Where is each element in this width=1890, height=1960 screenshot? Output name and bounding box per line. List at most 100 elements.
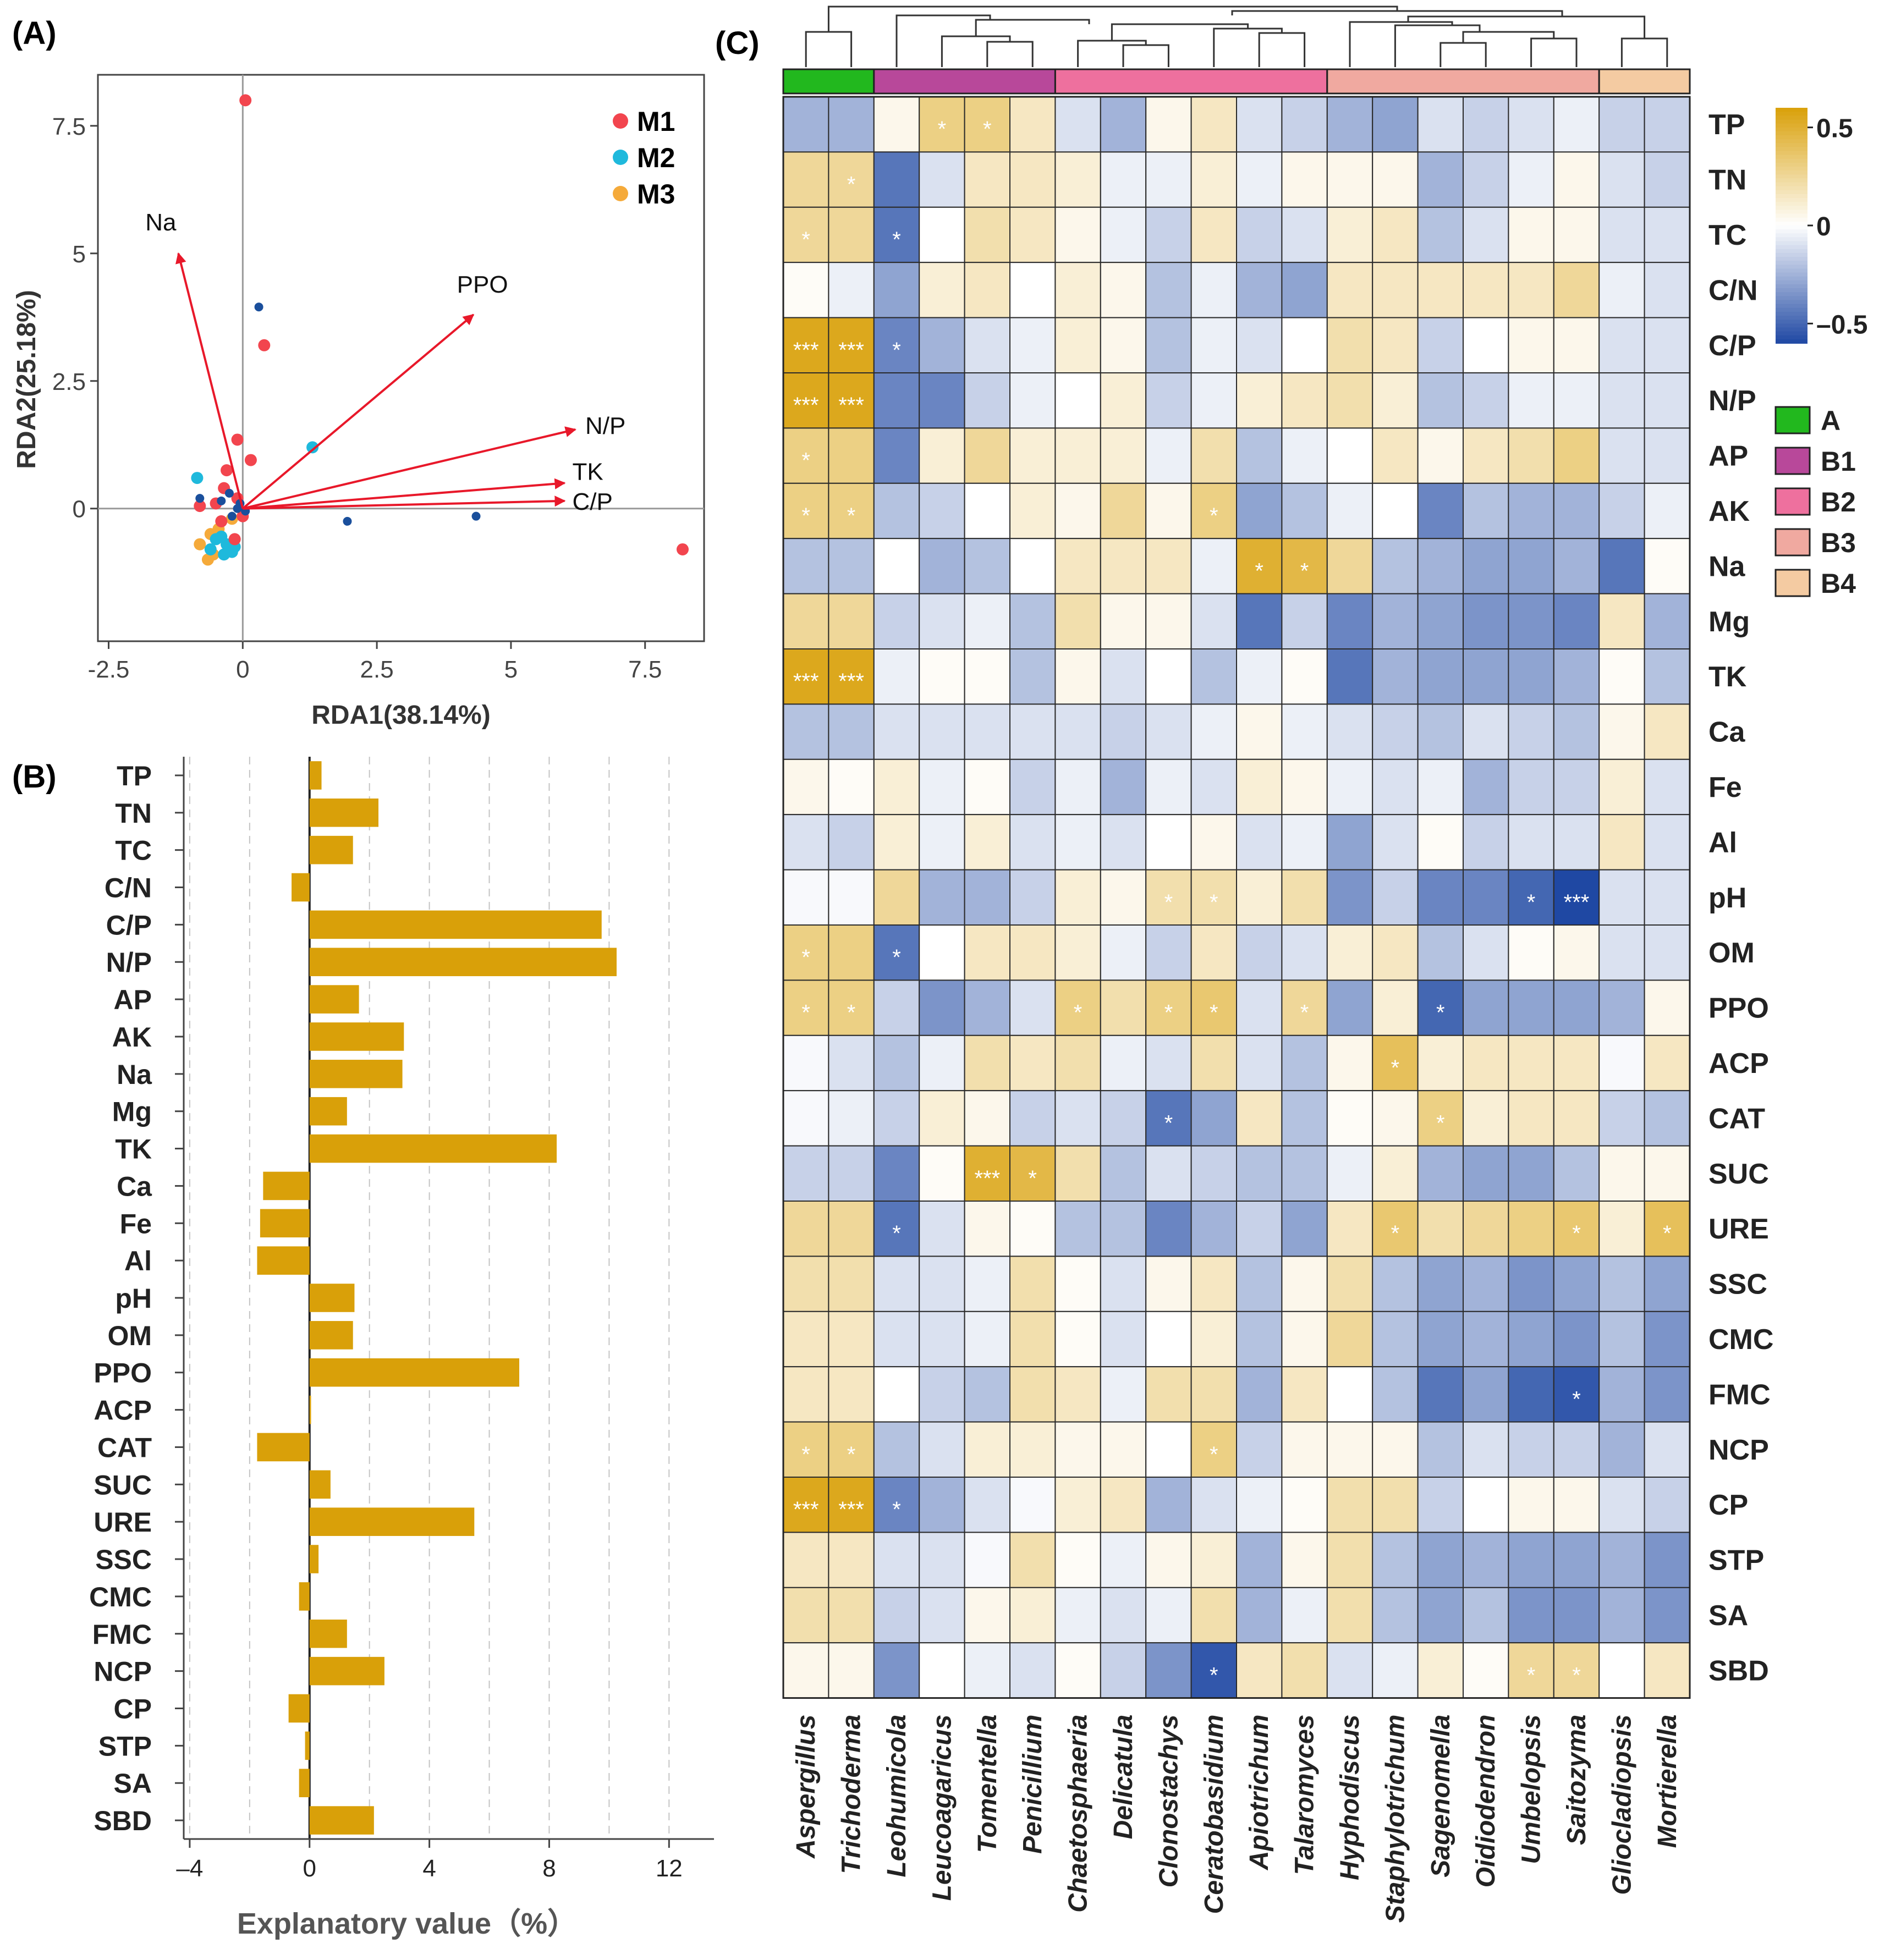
- heatmap-cell: [828, 1090, 875, 1147]
- panel-label-c: (C): [715, 25, 760, 61]
- heatmap-cell: [1417, 1587, 1464, 1644]
- heatmap-cell: [783, 538, 829, 594]
- point-other: [195, 494, 205, 503]
- colorbar-label: 0.5: [1816, 114, 1853, 144]
- heatmap-cell: [1009, 1201, 1056, 1257]
- colorbar-segment: [1776, 174, 1807, 179]
- heatmap-cell: [1054, 1642, 1101, 1699]
- heatmap-cell: [1281, 1642, 1328, 1699]
- significance-mark: ***: [793, 669, 819, 693]
- colorbar-segment: [1776, 241, 1807, 246]
- heatmap-cell: [1236, 814, 1283, 871]
- heatmap-cell: [919, 427, 965, 484]
- heatmap-cell: [1281, 979, 1328, 1036]
- heatmap-cell: [1644, 703, 1691, 760]
- column-label: Chaetosphaeria: [1064, 1715, 1093, 1913]
- heatmap-cell: [1236, 648, 1283, 705]
- category-label: CP: [114, 1693, 152, 1724]
- significance-mark: *: [847, 1443, 856, 1467]
- significance-mark: *: [801, 1001, 810, 1025]
- group-bar-b2: [1054, 68, 1328, 95]
- heatmap-cell: [1598, 648, 1645, 705]
- heatmap-cell: [783, 206, 829, 263]
- heatmap-cell: [1417, 924, 1464, 981]
- category-label: OM: [107, 1320, 152, 1351]
- heatmap-cell: [1326, 1421, 1373, 1478]
- heatmap-cell: [1598, 538, 1645, 594]
- heatmap-cell: [1009, 869, 1056, 926]
- heatmap-cell: [1281, 538, 1328, 594]
- heatmap-cell: [1236, 1421, 1283, 1478]
- heatmap-cell: [1236, 758, 1283, 816]
- heatmap-cell: [1372, 593, 1419, 649]
- heatmap-cell: [873, 1477, 920, 1533]
- heatmap-cell: [1145, 262, 1192, 318]
- heatmap-cell: [783, 317, 829, 373]
- group-bar-b3: [1326, 68, 1600, 95]
- significance-mark: *: [1527, 1663, 1536, 1687]
- dendrogram-branch: [1462, 31, 1555, 43]
- heatmap-cell: [828, 262, 875, 318]
- heatmap-cell: [1281, 1034, 1328, 1092]
- heatmap-cell: [1417, 1034, 1464, 1092]
- heatmap-cell: [1463, 1090, 1509, 1147]
- heatmap-cell: [1417, 758, 1464, 816]
- heatmap-cell: [919, 317, 965, 373]
- heatmap-cell: [783, 262, 829, 318]
- colorbar-segment: [1776, 139, 1807, 144]
- legend-swatch: [1774, 569, 1811, 597]
- heatmap-cell: [1598, 1587, 1645, 1644]
- heatmap-cell: [1190, 1587, 1238, 1644]
- heatmap-cell: [1644, 869, 1691, 926]
- legend-marker: [613, 113, 628, 129]
- legend-label: B1: [1821, 446, 1856, 477]
- heatmap-cell: [1054, 593, 1101, 649]
- heatmap-cell: [919, 1421, 965, 1478]
- heatmap-cell: [1463, 1145, 1509, 1202]
- heatmap-cell: [783, 1532, 829, 1588]
- heatmap-cell: [873, 96, 920, 153]
- significance-mark: ***: [838, 1497, 864, 1522]
- heatmap-cell: [1463, 96, 1509, 153]
- heatmap-cell: [964, 1642, 1010, 1699]
- significance-mark: ***: [793, 1497, 819, 1522]
- heatmap-cell: [873, 206, 920, 263]
- heatmap-cell: [1009, 1421, 1056, 1478]
- heatmap-cell: [1009, 372, 1056, 429]
- legend-label: M3: [637, 179, 675, 210]
- heatmap-cell: [1463, 1477, 1509, 1533]
- heatmap-cell: [1553, 372, 1600, 429]
- heatmap-cell: [1372, 538, 1419, 594]
- heatmap-cell: [1326, 96, 1373, 153]
- heatmap-cell: [1598, 427, 1645, 484]
- heatmap-cell: [1100, 1090, 1147, 1147]
- heatmap-cell: [1508, 206, 1554, 263]
- loading-arrow: [243, 478, 566, 510]
- heatmap-cell: [1372, 1201, 1419, 1257]
- heatmap-cell: [1598, 206, 1645, 263]
- row-label: NCP: [1708, 1434, 1769, 1466]
- significance-mark: *: [1210, 1443, 1218, 1467]
- group-bar-a: [782, 68, 875, 95]
- heatmap-cell: [1508, 538, 1554, 594]
- heatmap-cell: [964, 1477, 1010, 1533]
- heatmap-cell: [1236, 1477, 1283, 1533]
- heatmap-cell: [828, 1034, 875, 1092]
- heatmap-cell: [1054, 262, 1101, 318]
- colorbar-segment: [1776, 261, 1807, 266]
- category-label: N/P: [106, 947, 152, 978]
- heatmap-cell: [1281, 262, 1328, 318]
- heatmap-cell: [1281, 1145, 1328, 1202]
- heatmap-cell: [1553, 593, 1600, 649]
- heatmap-cell: [1190, 1477, 1238, 1533]
- heatmap-cell: [783, 1587, 829, 1644]
- significance-mark: *: [1164, 1111, 1173, 1135]
- significance-mark: *: [983, 117, 992, 141]
- heatmap-cell: [1326, 482, 1373, 539]
- heatmap-cell: [1598, 1477, 1645, 1533]
- heatmap-cell: [1508, 979, 1554, 1036]
- heatmap-cell: [919, 703, 965, 760]
- colorbar-segment: [1776, 131, 1807, 136]
- row-label: pH: [1708, 882, 1746, 914]
- heatmap-cell: [964, 814, 1010, 871]
